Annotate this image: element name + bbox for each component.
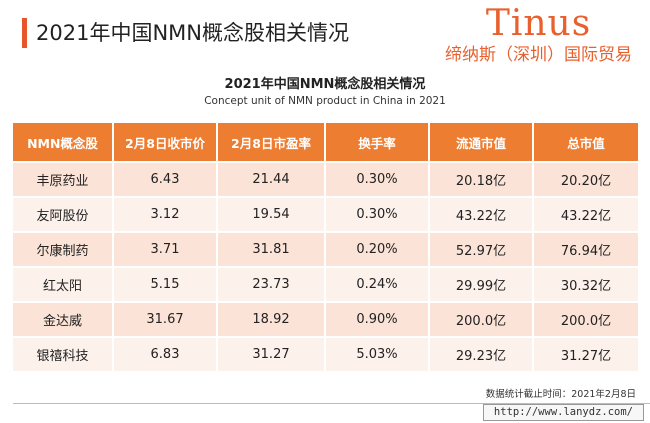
table-row: 丰原药业 6.43 21.44 0.30% 20.18亿 20.20亿 xyxy=(13,162,638,198)
cell-turnover: 0.90% xyxy=(325,302,430,338)
cell-float-cap: 43.22亿 xyxy=(429,197,534,233)
cell-float-cap: 200.0亿 xyxy=(429,302,534,338)
table-header-row: NMN概念股 2月8日收市价 2月8日市盈率 换手率 流通市值 总市值 xyxy=(13,123,638,163)
footer-divider xyxy=(13,403,650,404)
cell-pe-ratio: 31.27 xyxy=(217,337,326,373)
cell-float-cap: 20.18亿 xyxy=(429,162,534,198)
cell-pe-ratio: 21.44 xyxy=(217,162,326,198)
watermark-url: http://www.lanydz.com/ xyxy=(482,404,644,421)
title-accent-bar xyxy=(22,18,27,48)
data-cutoff-note: 数据统计截止时间：2021年2月8日 xyxy=(485,389,636,400)
table-subtitle: Concept unit of NMN product in China in … xyxy=(204,95,446,107)
cell-turnover: 5.03% xyxy=(325,337,430,373)
cell-total-cap: 76.94亿 xyxy=(533,232,638,268)
cell-close-price: 6.43 xyxy=(113,162,218,198)
cell-stock-name: 尔康制药 xyxy=(13,232,114,268)
page-title: 2021年中国NMN概念股相关情况 xyxy=(36,21,349,45)
cell-total-cap: 200.0亿 xyxy=(533,302,638,338)
header-pe-ratio: 2月8日市盈率 xyxy=(217,123,326,163)
cell-float-cap: 52.97亿 xyxy=(429,232,534,268)
cell-close-price: 31.67 xyxy=(113,302,218,338)
cell-float-cap: 29.99亿 xyxy=(429,267,534,303)
header-float-cap: 流通市值 xyxy=(429,123,534,163)
cell-stock-name: 银禧科技 xyxy=(13,337,114,373)
table-title: 2021年中国NMN概念股相关情况 xyxy=(224,77,426,92)
cell-total-cap: 43.22亿 xyxy=(533,197,638,233)
brand-logo: Tinus 缔纳斯（深圳）国际贸易 xyxy=(445,2,632,66)
table-row: 友阿股份 3.12 19.54 0.30% 43.22亿 43.22亿 xyxy=(13,197,638,233)
cell-turnover: 0.24% xyxy=(325,267,430,303)
cell-pe-ratio: 31.81 xyxy=(217,232,326,268)
table-row: 红太阳 5.15 23.73 0.24% 29.99亿 30.32亿 xyxy=(13,267,638,303)
cell-stock-name: 红太阳 xyxy=(13,267,114,303)
cell-close-price: 3.12 xyxy=(113,197,218,233)
cell-turnover: 0.30% xyxy=(325,197,430,233)
cell-float-cap: 29.23亿 xyxy=(429,337,534,373)
header-total-cap: 总市值 xyxy=(533,123,638,163)
table-row: 银禧科技 6.83 31.27 5.03% 29.23亿 31.27亿 xyxy=(13,337,638,373)
table-row: 尔康制药 3.71 31.81 0.20% 52.97亿 76.94亿 xyxy=(13,232,638,268)
cell-pe-ratio: 23.73 xyxy=(217,267,326,303)
cell-turnover: 0.20% xyxy=(325,232,430,268)
cell-close-price: 3.71 xyxy=(113,232,218,268)
cell-close-price: 6.83 xyxy=(113,337,218,373)
brand-subtitle: 缔纳斯（深圳）国际贸易 xyxy=(445,45,632,65)
stock-table: NMN概念股 2月8日收市价 2月8日市盈率 换手率 流通市值 总市值 丰原药业… xyxy=(13,123,638,373)
brand-name: Tinus xyxy=(485,3,592,44)
cell-total-cap: 20.20亿 xyxy=(533,162,638,198)
cell-total-cap: 31.27亿 xyxy=(533,337,638,373)
header-stock-name: NMN概念股 xyxy=(13,123,114,163)
header-close-price: 2月8日收市价 xyxy=(113,123,218,163)
cell-pe-ratio: 18.92 xyxy=(217,302,326,338)
table-row: 金达威 31.67 18.92 0.90% 200.0亿 200.0亿 xyxy=(13,302,638,338)
cell-stock-name: 金达威 xyxy=(13,302,114,338)
cell-close-price: 5.15 xyxy=(113,267,218,303)
cell-pe-ratio: 19.54 xyxy=(217,197,326,233)
header-turnover: 换手率 xyxy=(325,123,430,163)
cell-total-cap: 30.32亿 xyxy=(533,267,638,303)
cell-stock-name: 友阿股份 xyxy=(13,197,114,233)
cell-turnover: 0.30% xyxy=(325,162,430,198)
cell-stock-name: 丰原药业 xyxy=(13,162,114,198)
